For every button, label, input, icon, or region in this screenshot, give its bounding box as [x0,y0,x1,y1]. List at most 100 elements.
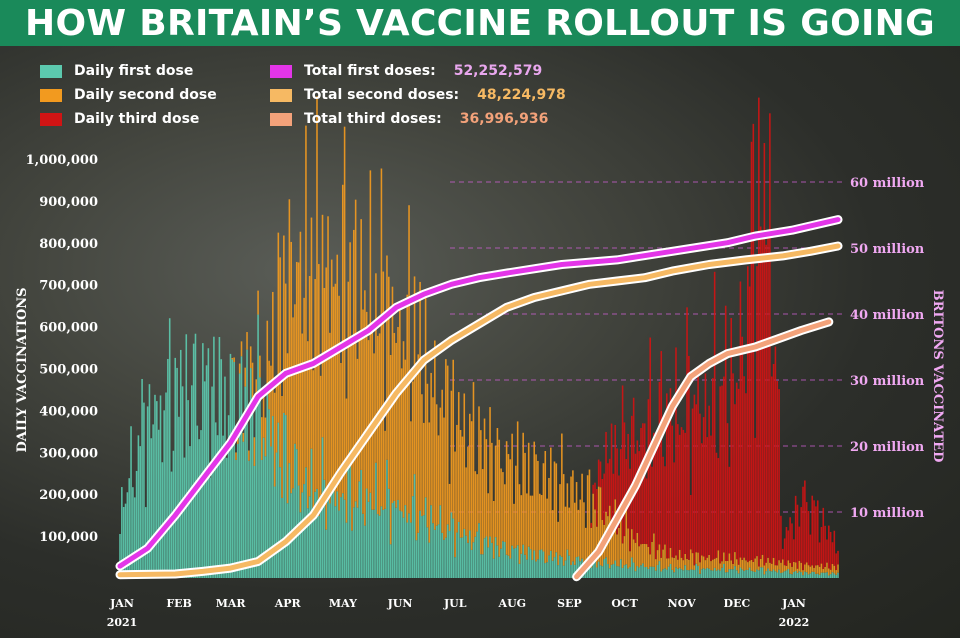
bar-second-dose [673,557,675,573]
bar-second-dose [395,342,397,508]
bar-first-dose [564,560,567,578]
bar-first-dose [656,564,659,578]
bar-second-dose [492,500,495,559]
bar-second-dose [332,286,335,480]
bar-second-dose [491,442,493,543]
bar-second-dose [505,441,508,555]
bar-first-dose [689,569,692,578]
bar-second-dose [411,381,414,497]
bar-third-dose [596,489,598,527]
bar-second-dose [365,311,368,489]
bar-second-dose [542,463,545,552]
bar-second-dose [538,493,541,551]
bar-second-dose [323,287,326,480]
y-tick-label: 1,000,000 [26,153,98,168]
bar-second-dose [638,546,640,568]
bar-second-dose [277,232,280,423]
bar-third-dose [713,271,716,559]
bar-third-dose [804,480,806,565]
bar-third-dose [608,458,611,506]
bar-third-dose [763,143,766,566]
bar-first-dose [242,441,245,578]
bar-second-dose [743,557,745,571]
bar-third-dose [793,539,795,562]
bar-first-dose [375,462,377,578]
bar-second-dose [362,309,364,514]
bar-first-dose [520,553,523,578]
bar-first-dose [233,362,235,578]
bar-first-dose [667,566,670,578]
bar-first-dose [673,572,675,578]
bar-first-dose [577,556,580,578]
bar-second-dose [262,396,265,438]
bar-first-dose [435,525,438,578]
bar-second-dose [430,372,432,506]
bar-first-dose [472,542,475,578]
bar-second-dose [579,499,582,562]
bar-first-dose [807,574,810,578]
bar-first-dose [150,438,153,578]
bar-second-dose [721,561,723,568]
bar-first-dose [758,570,760,578]
bar-second-dose [325,267,327,530]
bar-second-dose [321,214,324,438]
bar-third-dose [759,226,762,559]
bar-first-dose [415,540,418,578]
bar-second-dose [358,341,361,482]
bar-third-dose [678,434,681,550]
bar-third-dose [833,530,836,566]
bar-second-dose [465,467,467,536]
bar-second-dose [557,521,559,566]
bar-third-dose [767,236,769,558]
bar-first-dose [557,565,559,578]
bar-first-dose [551,560,554,578]
y2-tick-label: 30 million [850,374,925,389]
bar-second-dose [800,562,802,573]
bar-first-dose [640,565,642,578]
bar-first-dose [192,343,195,578]
bar-second-dose [364,290,366,526]
bar-third-dose [761,234,764,555]
bar-first-dose [752,571,755,578]
bar-second-dose [594,509,596,555]
bar-first-dose [645,567,648,578]
bar-second-dose [612,531,615,565]
bar-second-dose [474,471,477,537]
bar-first-dose [829,574,832,578]
bar-second-dose [573,502,576,565]
bar-second-dose [233,357,235,363]
bar-second-dose [747,562,749,570]
bar-first-dose [715,570,718,578]
bar-third-dose [765,244,767,563]
bar-first-dose [811,571,814,578]
x-tick-label: JAN [109,597,134,610]
bar-second-dose [804,564,806,572]
bar-first-dose [747,569,749,578]
bar-third-dose [654,437,657,560]
legend-label-total-second: Total second doses: [304,87,460,103]
bar-second-dose [533,441,536,551]
bar-second-dose [564,506,567,561]
bar-first-dose [619,559,622,578]
bar-third-dose [601,479,604,520]
bar-first-dose [174,357,177,578]
bar-third-dose [829,531,832,570]
bar-third-dose [780,515,782,563]
bar-first-dose [502,541,504,578]
bar-first-dose [176,367,178,578]
bar-second-dose [457,392,460,522]
bar-third-dose [643,423,646,544]
bar-first-dose [588,561,591,578]
bar-second-dose [735,559,738,571]
bar-second-dose [765,562,767,572]
bar-second-dose [498,439,501,557]
bar-first-dose [260,459,263,578]
bar-second-dose [643,543,646,568]
bar-second-dose [531,495,534,560]
bar-first-dose [597,561,600,578]
bar-third-dose [776,381,779,566]
bar-second-dose [544,451,547,564]
bar-second-dose [288,199,291,464]
bar-first-dose [632,562,635,578]
bar-second-dose [761,554,764,568]
